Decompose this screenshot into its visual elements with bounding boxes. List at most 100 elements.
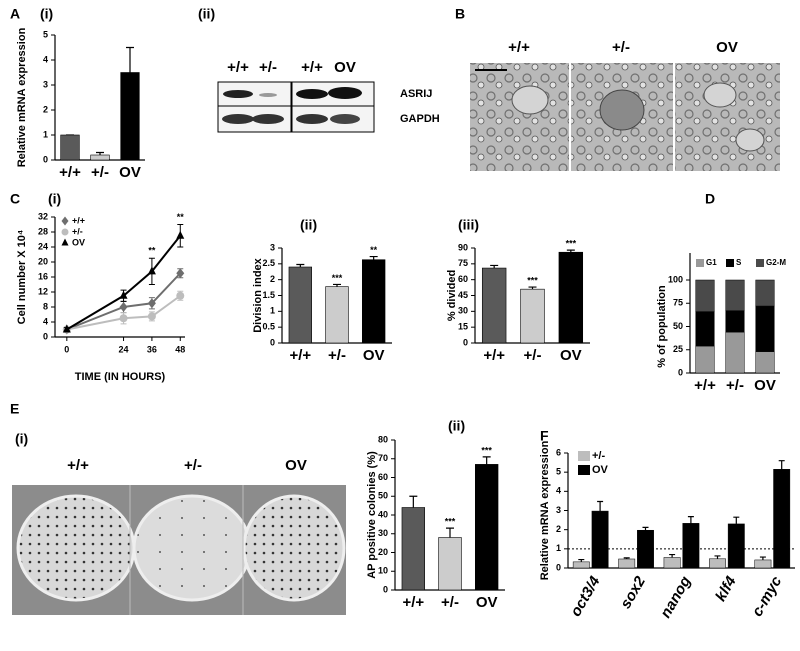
image-label: +/+	[67, 457, 89, 474]
legend-swatch	[756, 259, 764, 267]
y-tick-label: 45	[458, 290, 468, 300]
line	[66, 235, 182, 331]
error-bar	[759, 556, 766, 560]
x-tick-label: OV	[363, 347, 385, 364]
micrograph-images	[470, 63, 780, 171]
bar	[682, 523, 700, 569]
y-tick-label: 5	[43, 29, 48, 39]
error-bar	[778, 460, 785, 470]
y-tick-label: 75	[458, 258, 468, 268]
y-tick-label: 3	[43, 79, 48, 89]
y-tick-label: 1.5	[262, 290, 275, 300]
x-axis-label: TIME (IN HOURS)	[75, 371, 166, 383]
x-tick-label: +/+	[483, 347, 505, 364]
panel-label: D	[705, 191, 715, 207]
bar-segment	[725, 331, 745, 374]
error-bar	[642, 526, 649, 531]
bar	[754, 559, 772, 569]
y-tick-label: 5	[556, 467, 561, 477]
y-tick-label: 60	[458, 274, 468, 284]
legend-label: G2-M	[766, 258, 786, 267]
image-label: OV	[716, 39, 738, 56]
legend-swatch	[726, 259, 734, 267]
legend-label: +/+	[72, 215, 85, 225]
lane-label: +/+	[301, 59, 323, 76]
bar	[90, 154, 110, 161]
significance: ***	[445, 517, 456, 527]
y-tick-label: 2	[43, 104, 48, 114]
error-bar	[482, 456, 491, 465]
legend-marker	[61, 228, 69, 236]
band-label: GAPDH	[400, 113, 440, 125]
bar-segment	[755, 279, 775, 307]
bar-segment	[755, 305, 775, 352]
image-label: +/-	[612, 39, 630, 56]
panel-sublabel: (ii)	[448, 418, 465, 434]
bar	[120, 72, 140, 161]
panel-sublabel: (ii)	[198, 6, 215, 22]
significance: **	[370, 245, 378, 255]
y-tick-label: 3	[270, 242, 275, 252]
significance: ***	[481, 445, 492, 455]
lane-label: +/-	[259, 59, 277, 76]
point	[62, 324, 71, 333]
point	[147, 298, 156, 309]
y-tick-label: 2.5	[262, 258, 275, 268]
panel-label: A	[10, 6, 20, 22]
x-tick-label: +/+	[289, 347, 311, 364]
y-tick-label: 75	[673, 298, 683, 308]
error-bar	[578, 558, 585, 562]
point	[147, 266, 156, 275]
x-tick-label: +/+	[59, 164, 81, 181]
legend-label: +/-	[72, 226, 83, 236]
bar	[727, 523, 745, 569]
y-tick-label: 12	[38, 286, 48, 296]
legend-marker	[61, 238, 69, 246]
y-tick-label: 0	[556, 562, 561, 572]
significance: ***	[332, 273, 343, 283]
x-tick-label: OV	[754, 377, 776, 394]
x-tick-label: OV	[476, 594, 498, 611]
blot-image	[217, 81, 375, 133]
x-tick-label: +/-	[524, 347, 542, 364]
x-tick-label: sox2	[617, 573, 649, 612]
panel-sublabel: (i)	[15, 431, 28, 447]
bar	[773, 469, 791, 569]
point	[176, 230, 185, 239]
y-tick-label: 30	[378, 528, 388, 538]
x-tick-label: +/-	[441, 594, 459, 611]
y-tick-label: 1	[270, 306, 275, 316]
bar-segment	[755, 351, 775, 374]
panel-label: E	[10, 401, 19, 417]
error-bar	[96, 151, 104, 155]
point	[119, 314, 128, 323]
bar-segment	[725, 310, 745, 333]
y-tick-label: 100	[668, 274, 683, 284]
bar-segment	[695, 345, 715, 374]
significance: ***	[527, 275, 538, 285]
y-axis-label: Relative mRNA expression	[16, 27, 28, 167]
y-tick-label: 3	[556, 505, 561, 515]
y-tick-label: 1	[43, 129, 48, 139]
y-tick-label: 28	[38, 226, 48, 236]
legend-swatch	[578, 451, 590, 461]
point	[176, 268, 185, 279]
bar	[481, 267, 507, 344]
y-tick-label: 0.5	[262, 322, 275, 332]
legend-label: OV	[592, 464, 609, 476]
panel-label: B	[455, 6, 465, 22]
bar	[618, 558, 636, 569]
legend-label: OV	[72, 237, 85, 247]
bar-segment	[695, 311, 715, 347]
y-tick-label: 0	[678, 367, 683, 377]
lane-label: OV	[334, 59, 356, 76]
y-tick-label: 30	[458, 306, 468, 316]
error-bar	[669, 553, 676, 558]
y-tick-label: 50	[378, 491, 388, 501]
error-bar	[296, 263, 305, 267]
point	[176, 291, 185, 300]
x-tick-label: +/-	[726, 377, 744, 394]
bar	[401, 507, 426, 591]
y-tick-label: 20	[378, 547, 388, 557]
